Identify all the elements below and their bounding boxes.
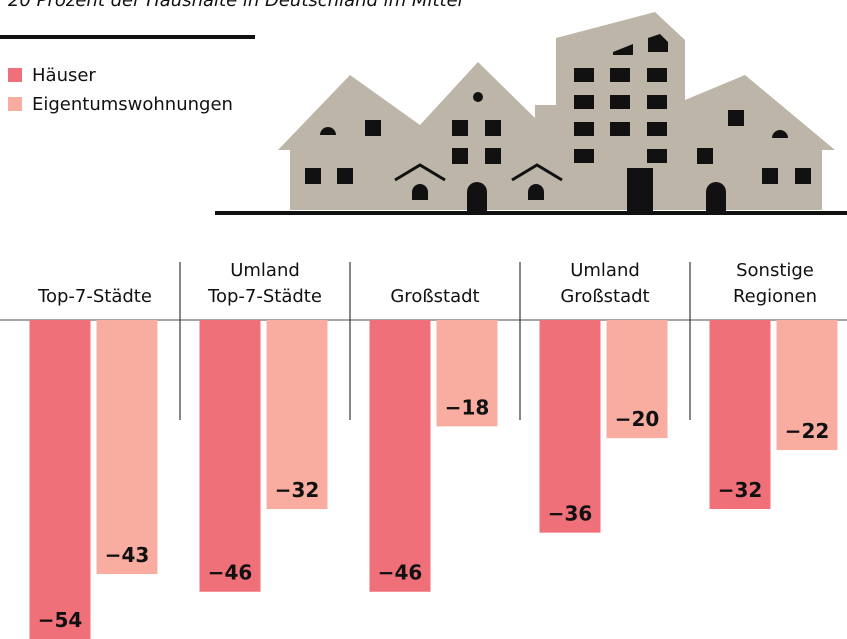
x-tick-label: Sonstige — [736, 260, 814, 281]
value-label: −43 — [105, 543, 150, 567]
legend-swatch — [8, 68, 22, 82]
bar — [776, 320, 838, 450]
bar — [266, 320, 328, 510]
value-label: −54 — [38, 608, 83, 632]
value-label: −22 — [785, 419, 830, 443]
x-tick-label: Top-7-Städte — [37, 286, 152, 307]
value-label: −20 — [615, 407, 660, 431]
chart-subtitle: 20 Prozent der Haushalte in Deutschland … — [8, 0, 463, 11]
bar — [96, 320, 158, 575]
value-label: −46 — [378, 561, 423, 585]
value-label: −46 — [208, 561, 253, 585]
bar — [369, 320, 431, 592]
bar — [606, 320, 668, 439]
x-tick-label: Regionen — [733, 286, 817, 307]
bar — [199, 320, 261, 592]
x-tick-label: Top-7-Städte — [207, 286, 322, 307]
value-label: −36 — [548, 502, 593, 526]
value-label: −18 — [445, 395, 490, 419]
x-tick-label: Umland — [230, 260, 300, 281]
x-tick-label: Umland — [570, 260, 640, 281]
bar — [29, 320, 91, 639]
value-label: −32 — [275, 478, 320, 502]
legend-label: Eigentumswohnungen — [32, 94, 233, 115]
bar — [539, 320, 601, 533]
x-tick-label: Großstadt — [560, 286, 649, 307]
x-tick-label: Großstadt — [390, 286, 479, 307]
legend-swatch — [8, 97, 22, 111]
bar — [436, 320, 498, 427]
bar — [709, 320, 771, 510]
legend-label: Häuser — [32, 65, 96, 86]
houses-illustration — [278, 12, 835, 212]
value-label: −32 — [718, 478, 763, 502]
